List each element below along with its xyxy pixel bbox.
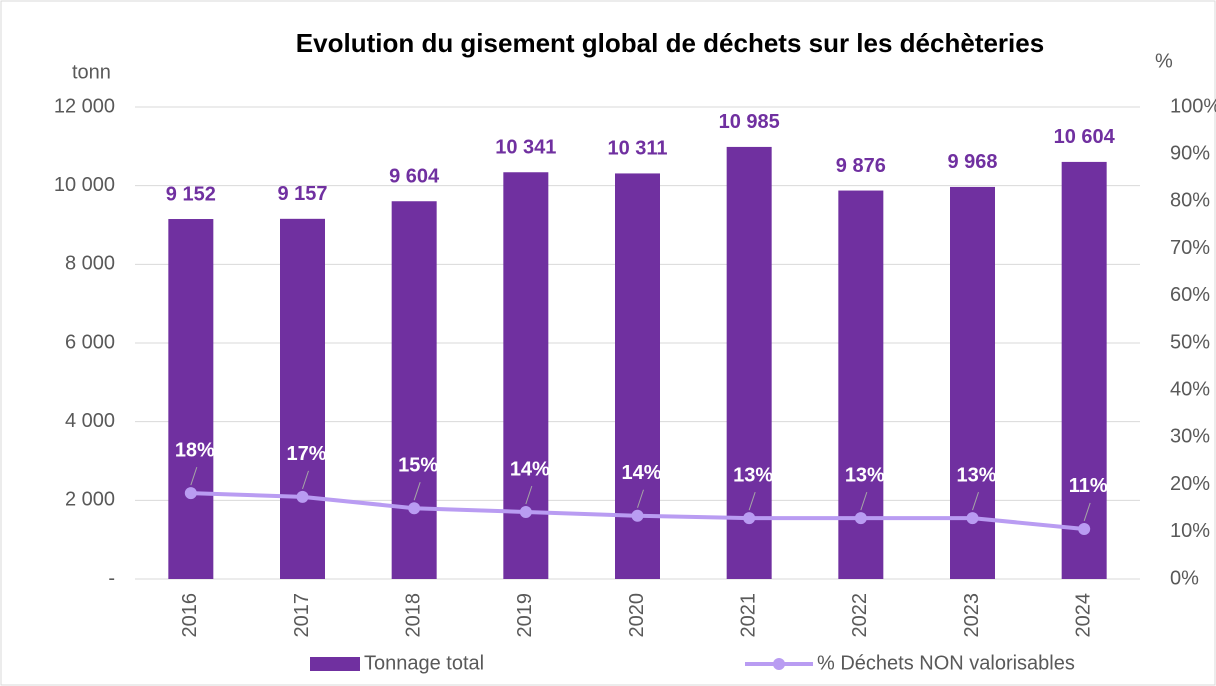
y-tick-label: -	[108, 567, 115, 589]
line-value-label: 14%	[510, 458, 550, 480]
line-point	[743, 512, 756, 525]
line-point	[1078, 522, 1091, 535]
x-tick-label: 2023	[961, 593, 983, 638]
bar	[391, 201, 437, 579]
y-tick-label: 4 000	[65, 410, 115, 432]
line-value-label: 13%	[956, 464, 996, 486]
line-value-label: 13%	[733, 464, 773, 486]
bar-value-label: 9 604	[389, 166, 440, 188]
y-axis-label: tonn	[72, 61, 111, 83]
y2-tick-label: 50%	[1170, 331, 1210, 353]
bar-value-label: 9 157	[277, 183, 327, 205]
line-point	[184, 487, 197, 500]
y2-axis-label: %	[1155, 50, 1173, 72]
bar-value-label: 10 985	[719, 111, 780, 133]
leader-line	[413, 482, 421, 501]
y2-tick-label: 60%	[1170, 284, 1210, 306]
legend-swatch	[310, 657, 360, 671]
y-tick-label: 8 000	[65, 253, 115, 275]
legend-label: Tonnage total	[364, 652, 484, 674]
leader-line	[190, 466, 198, 486]
bar-value-label: 9 876	[836, 155, 886, 177]
line-point	[854, 512, 867, 525]
line-point	[296, 490, 309, 503]
bar-value-label: 9 968	[947, 151, 997, 173]
leader-line	[1083, 502, 1091, 522]
x-tick-label: 2017	[291, 593, 313, 638]
leader-line	[525, 485, 533, 505]
bar-value-label: 9 152	[166, 183, 216, 205]
leader-line	[972, 491, 979, 511]
y2-tick-label: 20%	[1170, 473, 1210, 495]
y-tick-label: 6 000	[65, 331, 115, 353]
bar	[168, 219, 214, 579]
line-value-label: 15%	[398, 454, 438, 476]
x-tick-label: 2018	[402, 593, 424, 638]
x-tick-label: 2021	[737, 593, 759, 638]
chart-title: Evolution du gisement global de déchets …	[295, 28, 1045, 58]
x-tick-label: 2016	[179, 593, 201, 638]
line-point	[519, 505, 532, 518]
y2-tick-label: 40%	[1170, 378, 1210, 400]
x-tick-label: 2024	[1072, 593, 1094, 638]
leader-line	[637, 489, 644, 508]
legend-swatch-point	[773, 658, 785, 670]
bar-value-label: 10 311	[607, 138, 667, 160]
leader-line	[748, 491, 756, 511]
bar	[726, 146, 772, 579]
line-point	[631, 509, 644, 522]
line-value-label: 17%	[286, 443, 326, 465]
y2-tick-label: 10%	[1170, 520, 1210, 542]
bar	[280, 218, 325, 580]
y2-tick-label: 0%	[1170, 567, 1199, 589]
y2-tick-label: 30%	[1170, 426, 1210, 448]
x-tick-label: 2019	[514, 593, 536, 638]
bar-value-label: 10 604	[1054, 126, 1116, 148]
bar-value-label: 10 341	[495, 137, 556, 159]
y2-tick-label: 90%	[1170, 142, 1210, 164]
bar	[503, 172, 549, 579]
y2-tick-label: 70%	[1170, 237, 1210, 259]
x-tick-label: 2020	[626, 593, 648, 638]
y-tick-label: 2 000	[65, 489, 115, 511]
y-tick-label: 12 000	[54, 95, 115, 117]
y2-tick-label: 80%	[1170, 190, 1210, 212]
y-tick-label: 10 000	[54, 174, 115, 196]
leader-line	[302, 470, 309, 490]
line-value-label: 18%	[175, 439, 215, 461]
line-value-label: 11%	[1069, 475, 1108, 497]
line-value-label: 14%	[621, 462, 661, 484]
line-point	[408, 502, 421, 515]
leader-line	[860, 491, 868, 511]
bar	[1061, 161, 1107, 579]
x-tick-label: 2022	[849, 593, 871, 638]
line-point	[966, 512, 979, 525]
line-value-label: 13%	[845, 464, 885, 486]
legend-label: % Déchets NON valorisables	[817, 652, 1075, 674]
y2-tick-label: 100%	[1170, 95, 1216, 117]
